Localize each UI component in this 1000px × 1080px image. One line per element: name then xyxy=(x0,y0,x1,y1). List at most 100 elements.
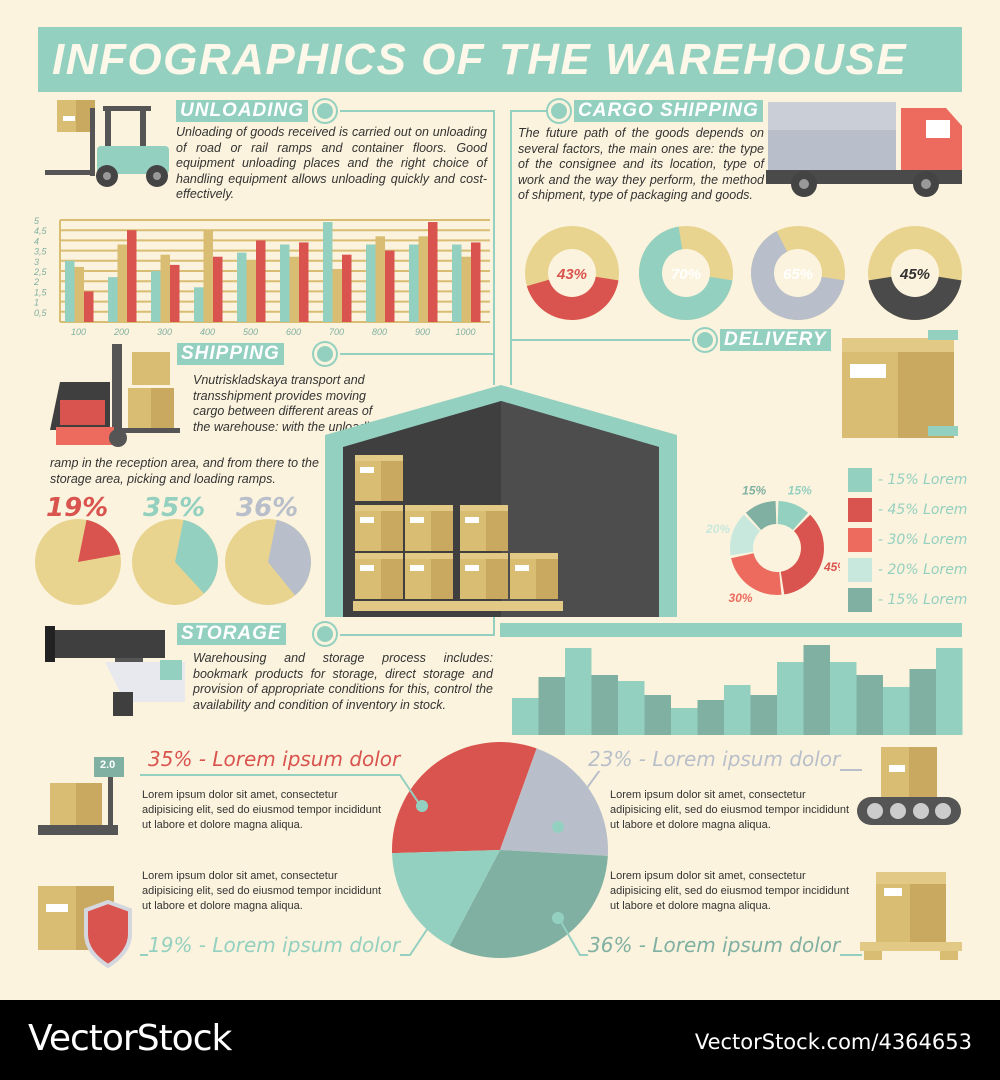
y-tick-label: 3,5 xyxy=(34,247,48,257)
bar xyxy=(724,685,751,735)
connector-line xyxy=(493,110,495,385)
bar xyxy=(883,687,910,735)
bar xyxy=(471,242,481,322)
bar xyxy=(418,236,428,322)
x-tick-label: 200 xyxy=(113,327,129,337)
bar xyxy=(803,645,830,735)
donut-label: 65% xyxy=(783,266,813,283)
donut-label: 45% xyxy=(823,560,840,574)
bar xyxy=(618,681,645,735)
bar xyxy=(299,242,309,322)
legend-item: - 15% Lorem xyxy=(848,585,967,615)
barcode-scanner-icon xyxy=(45,626,185,716)
main-pie-chart xyxy=(392,742,608,958)
shipping-dot xyxy=(314,343,336,365)
bar xyxy=(65,260,75,322)
storage-bar-header xyxy=(500,623,962,637)
shipping-text-continued: ramp in the reception area, and from the… xyxy=(50,456,319,486)
donut-segment xyxy=(730,514,761,556)
bar xyxy=(237,252,247,322)
legend-swatch xyxy=(848,498,872,522)
pie-slice xyxy=(449,850,608,958)
storage-dot xyxy=(314,623,336,645)
legend-label: - 45% Lorem xyxy=(878,502,968,518)
delivery-dot xyxy=(694,329,716,351)
donut-label: 70% xyxy=(671,266,701,283)
connector-line xyxy=(493,614,495,636)
x-tick-label: 1000 xyxy=(455,327,475,337)
bar xyxy=(461,256,471,322)
y-tick-label: 0,5 xyxy=(34,308,48,318)
bar xyxy=(127,230,137,322)
pie-slice xyxy=(175,519,218,594)
y-tick-label: 4 xyxy=(34,236,39,246)
bar xyxy=(151,271,161,322)
unloading-text: Unloading of goods received is carried o… xyxy=(176,125,487,201)
pie-slice xyxy=(392,850,500,946)
delivery-legend: - 15% Lorem - 45% Lorem - 30% Lorem - 20% L… xyxy=(848,465,967,615)
lorem-text: Lorem ipsum dolor sit amet, consectetur … xyxy=(610,870,850,912)
shipping-label: SHIPPING xyxy=(177,343,284,365)
connector-line xyxy=(340,634,495,636)
bar xyxy=(280,244,290,322)
pie-slice xyxy=(268,519,311,596)
x-tick-label: 800 xyxy=(372,327,387,337)
warehouse-illustration xyxy=(325,385,677,617)
bar xyxy=(777,662,804,735)
bar xyxy=(750,695,777,735)
lorem-text: Lorem ipsum dolor sit amet, consectetur … xyxy=(142,789,382,831)
bar xyxy=(342,254,352,322)
connector-line xyxy=(340,110,495,112)
x-tick-label: 100 xyxy=(71,327,86,337)
unloading-dot xyxy=(314,100,336,122)
delivery-donut-chart: 15% 45% 30% 20% 15% xyxy=(705,483,840,605)
conveyor-icon xyxy=(857,747,961,825)
legend-item: - 45% Lorem xyxy=(848,495,967,525)
x-tick-label: 300 xyxy=(157,327,172,337)
legend-item: - 30% Lorem xyxy=(848,525,967,555)
donut-label: 20% xyxy=(705,522,730,536)
legend-item: - 15% Lorem xyxy=(848,465,967,495)
connector-line xyxy=(510,110,512,385)
lorem-text: Lorem ipsum dolor sit amet, consectetur … xyxy=(142,870,382,912)
bar xyxy=(108,277,118,322)
donut-segment xyxy=(745,501,777,531)
bar xyxy=(375,236,385,322)
y-tick-label: 3 xyxy=(34,257,39,267)
lorem-text: Lorem ipsum dolor sit amet, consectetur … xyxy=(610,789,850,831)
bar xyxy=(117,244,127,322)
storage-bar-chart xyxy=(512,645,963,735)
donut-label: 45% xyxy=(899,266,930,283)
bar xyxy=(512,698,539,735)
watermark-brand: VectorStock xyxy=(28,1018,232,1059)
connector-line xyxy=(510,339,690,341)
bar xyxy=(830,662,857,735)
shipping-pie-chart xyxy=(35,519,121,605)
x-tick-label: 900 xyxy=(415,327,430,337)
bar xyxy=(428,222,438,322)
watermark-id: VectorStock.com/4364653 xyxy=(694,1030,972,1054)
page-title: INFOGRAPHICS OF THE WAREHOUSE xyxy=(38,27,962,92)
bar xyxy=(332,268,342,322)
bar xyxy=(697,700,724,735)
donut-label: 15% xyxy=(742,483,766,497)
bar xyxy=(366,244,376,322)
cargo-donut-chart: 70% xyxy=(639,226,733,320)
pie-slice xyxy=(392,742,537,854)
legend-label: - 15% Lorem xyxy=(878,472,968,488)
bar xyxy=(170,264,180,322)
x-tick-label: 700 xyxy=(329,327,344,337)
x-tick-label: 400 xyxy=(200,327,215,337)
pie-slice xyxy=(78,519,121,562)
bar xyxy=(538,677,565,735)
donut-label: 30% xyxy=(729,591,753,605)
storage-text: Warehousing and storage process includes… xyxy=(193,651,493,712)
legend-swatch xyxy=(848,558,872,582)
legend-label: - 30% Lorem xyxy=(878,532,968,548)
donut-label: 15% xyxy=(788,483,812,497)
donut-label: 43% xyxy=(556,266,587,283)
bar xyxy=(644,695,671,735)
cargo-dot xyxy=(548,100,570,122)
scale-display: 2.0 xyxy=(100,759,116,771)
watermark-bar: VectorStock VectorStock.com/4364653 xyxy=(0,1000,1000,1080)
